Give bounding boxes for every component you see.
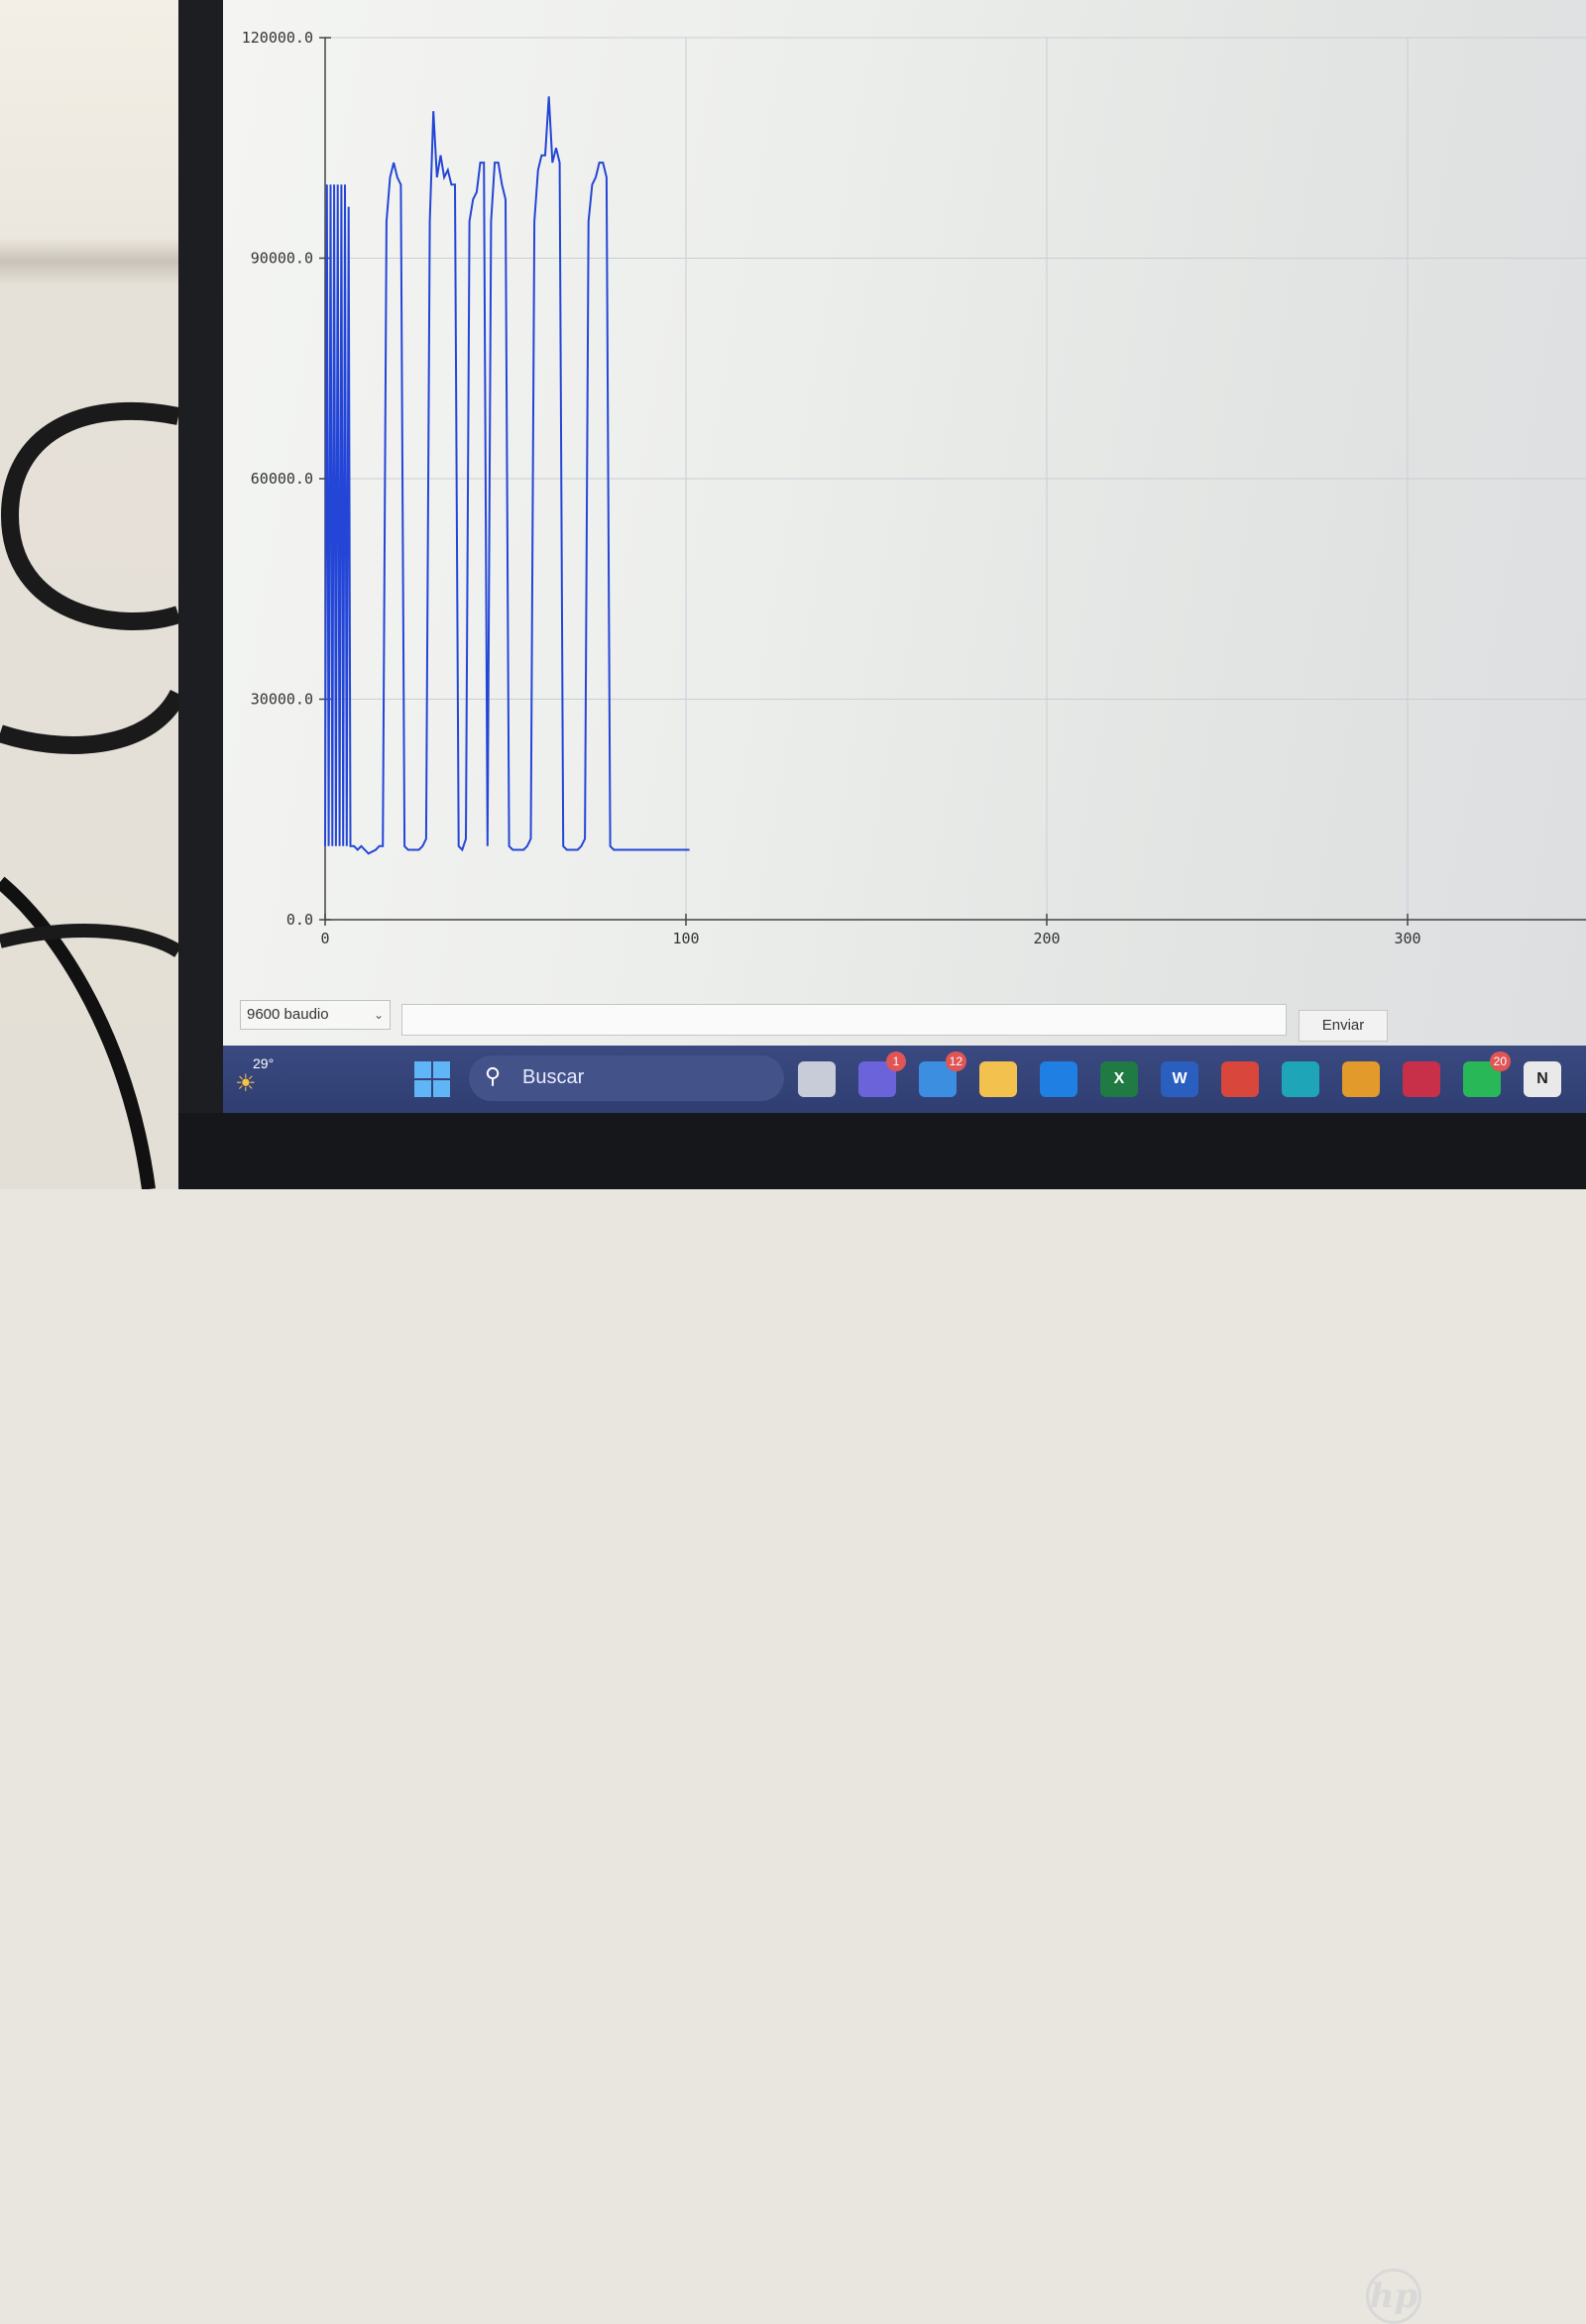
- chevron-down-icon: ⌄: [373, 1008, 384, 1022]
- mail-app[interactable]: 12: [919, 1051, 966, 1097]
- task-view-app[interactable]: [798, 1061, 836, 1097]
- screen: 0.0 30000.0 60000.0 90000.0 120000.0 0 100 200 3…: [223, 0, 1586, 1113]
- plot-grid: [325, 37, 1586, 920]
- y-tick-label: 90000.0: [251, 250, 313, 268]
- start-tile: [433, 1061, 450, 1078]
- y-tick-label: 30000.0: [251, 691, 313, 709]
- notification-badge: 12: [945, 1051, 966, 1071]
- word-app-label: W: [1172, 1070, 1188, 1087]
- excel-app-label: X: [1113, 1070, 1125, 1087]
- excel-app[interactable]: X: [1100, 1061, 1138, 1097]
- teams-app[interactable]: 1: [858, 1051, 906, 1097]
- hp-logo: hp: [1366, 2269, 1421, 2324]
- start-tile: [414, 1080, 431, 1097]
- y-tick-label: 60000.0: [251, 470, 313, 488]
- weather-sun-icon: ☀: [235, 1070, 257, 1097]
- monitor-bezel-left: [178, 0, 223, 1189]
- start-tile: [433, 1080, 450, 1097]
- baud-rate-value: 9600 baudio: [247, 1006, 329, 1023]
- series-line: [324, 96, 690, 855]
- send-button[interactable]: Enviar: [1299, 1010, 1388, 1042]
- tick-labels: 0.0 30000.0 60000.0 90000.0 120000.0 0 100 200 3…: [242, 29, 1421, 947]
- windows-start-button[interactable]: [414, 1061, 450, 1097]
- monitor-bezel-bottom: hp: [178, 1113, 1586, 2324]
- notification-badge: 20: [1489, 1051, 1511, 1071]
- chrome-app[interactable]: [1221, 1061, 1259, 1097]
- red-app[interactable]: [1403, 1061, 1440, 1097]
- cable-decoration: [0, 401, 178, 1189]
- notification-badge: 1: [886, 1051, 906, 1071]
- file-explorer-app[interactable]: [979, 1061, 1017, 1097]
- weather-temperature: 29°: [253, 1055, 275, 1071]
- x-tick-label: 100: [672, 930, 699, 947]
- notion-app-label: N: [1536, 1070, 1548, 1087]
- chrome-profile-app[interactable]: [1342, 1061, 1380, 1097]
- whatsapp-app[interactable]: 20: [1463, 1051, 1511, 1097]
- search-label: Buscar: [522, 1066, 585, 1088]
- search-icon: ⚲: [485, 1063, 502, 1088]
- x-tick-label: 0: [320, 930, 329, 947]
- baud-rate-select[interactable]: 9600 baudio ⌄: [240, 1000, 391, 1030]
- dropbox-app[interactable]: [1040, 1061, 1077, 1097]
- notion-app[interactable]: N: [1524, 1061, 1561, 1097]
- taskbar: ☀ 29° ⚲ Buscar 1 12 X W 20 N: [223, 1046, 1586, 1113]
- plotter-controls: 9600 baudio ⌄ Enviar: [223, 996, 1586, 1046]
- word-app[interactable]: W: [1161, 1061, 1198, 1097]
- y-tick-label: 120000.0: [242, 29, 313, 47]
- start-tile: [414, 1061, 431, 1078]
- send-message-input[interactable]: [401, 1004, 1287, 1036]
- x-tick-label: 200: [1033, 930, 1060, 947]
- weather-widget[interactable]: ☀ 29°: [235, 1055, 284, 1103]
- serial-plotter-chart: 0.0 30000.0 60000.0 90000.0 120000.0 0 100 200 3…: [242, 29, 1586, 947]
- taskbar-search[interactable]: ⚲ Buscar: [469, 1055, 784, 1101]
- y-tick-label: 0.0: [286, 911, 313, 929]
- x-tick-label: 300: [1394, 930, 1420, 947]
- edge-app[interactable]: [1282, 1061, 1319, 1097]
